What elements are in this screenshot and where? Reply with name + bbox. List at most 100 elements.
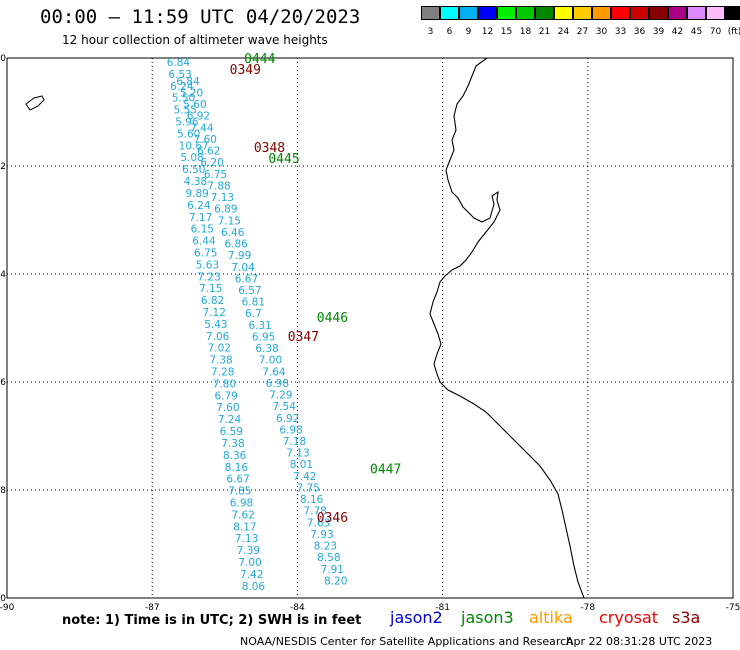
- colorbar-swatch: [421, 6, 440, 20]
- wave-height-value: 7.15: [218, 215, 241, 227]
- wave-height-value: 7.88: [207, 180, 230, 192]
- pass-time-label: 0346: [317, 511, 348, 526]
- colorbar-label: 27: [576, 27, 589, 37]
- galapagos-island: [25, 95, 45, 111]
- wave-height-value: 10.67: [179, 140, 209, 152]
- wave-height-value: 7.93: [310, 529, 333, 541]
- wave-height-value: 7.13: [286, 448, 309, 460]
- wave-height-value: 6.62: [197, 146, 220, 158]
- wave-height-value: 8.36: [223, 450, 247, 462]
- wave-height-value: 8.23: [314, 541, 337, 553]
- wave-height-value: 5.20: [180, 88, 203, 100]
- pass-time-label: 0445: [268, 152, 299, 167]
- wave-height-value: 7.23: [197, 271, 220, 283]
- x-tick-label: -81: [435, 603, 450, 610]
- wave-height-value: 6.84: [167, 57, 191, 69]
- y-tick-label: -2: [0, 162, 6, 172]
- wave-height-value: 8.58: [317, 552, 340, 564]
- wave-height-value: 7.75: [297, 482, 320, 494]
- wave-height-value: 7.06: [206, 331, 230, 343]
- wave-height-value: 7.60: [216, 402, 239, 414]
- wave-height-value: 8.16: [300, 494, 324, 506]
- wave-height-value: 5.50: [172, 93, 195, 105]
- wave-height-value: 6.89: [214, 204, 237, 216]
- wave-height-value: 6.67: [235, 273, 258, 285]
- x-tick-label: -87: [145, 603, 160, 610]
- wave-height-value: 8.06: [242, 581, 266, 593]
- wave-height-value: 8.17: [233, 521, 256, 533]
- colorbar-swatch: [706, 6, 725, 20]
- wave-height-value: 7.91: [321, 564, 344, 576]
- wave-height-value: 7.18: [283, 436, 306, 448]
- wave-height-value: 7.60: [194, 134, 217, 146]
- map-frame: [6, 57, 734, 599]
- wave-height-value: 7.13: [235, 533, 258, 545]
- colorbar-swatch: [725, 6, 740, 20]
- wave-height-value: 9.89: [185, 188, 208, 200]
- wave-height-value: 5.55: [174, 105, 197, 117]
- altimeter-tracks: 6.846.536.245.505.555.965.6010.675.086.5…: [167, 57, 348, 593]
- wave-height-value: 6.53: [168, 69, 191, 81]
- colorbar-label: 42: [671, 27, 684, 37]
- x-tick-label: -75: [726, 603, 740, 610]
- map-title: 00:00 — 11:59 UTC 04/20/2023: [40, 6, 361, 28]
- colorbar-label: 3: [427, 27, 434, 37]
- colorbar-swatch: [535, 6, 554, 20]
- map-subtitle: 12 hour collection of altimeter wave hei…: [62, 33, 328, 47]
- colorbar-label: 9: [465, 27, 472, 37]
- wave-height-value: 7.42: [240, 569, 263, 581]
- pass-time-label: 0444: [244, 52, 275, 67]
- colorbar-label: 45: [690, 27, 703, 37]
- wave-height-value: 7.78: [303, 506, 326, 518]
- wave-height-value: 6.81: [242, 297, 265, 309]
- wave-height-value: 6.44: [192, 236, 216, 248]
- wave-height-value: 7.15: [199, 283, 222, 295]
- x-tick-label: -78: [580, 603, 595, 610]
- colorbar-label: 15: [500, 27, 513, 37]
- wave-height-value: 7.99: [228, 250, 251, 262]
- colorbar-label: 30: [595, 27, 608, 37]
- colorbar-label: 24: [557, 27, 570, 37]
- wave-height-value: 6.50: [182, 164, 205, 176]
- y-tick-label: -8: [0, 486, 6, 496]
- footer-note: note: 1) Time is in UTC; 2) SWH is in fe…: [62, 613, 362, 628]
- colorbar-label: 39: [652, 27, 665, 37]
- colorbar-swatch: [440, 6, 459, 20]
- wave-height-value: 4.38: [184, 176, 207, 188]
- pass-time-label: 0349: [230, 63, 261, 78]
- colorbar-label: 21: [538, 27, 551, 37]
- map-grid: [6, 57, 734, 599]
- wave-height-value: 6.84: [176, 76, 200, 88]
- wave-height-value: 7.17: [189, 212, 212, 224]
- wave-height-value: 6.82: [201, 295, 224, 307]
- wave-height-value: 7.28: [211, 367, 234, 379]
- wave-height-value: 7.38: [221, 438, 244, 450]
- coastline: [429, 57, 585, 599]
- wave-height-value: 7.85: [228, 486, 251, 498]
- colorbar-swatch: [573, 6, 592, 20]
- credit-line: NOAA/NESDIS Center for Satellite Applica…: [240, 635, 574, 648]
- y-tick-label: -4: [0, 270, 6, 280]
- colorbar-label: 6: [446, 27, 453, 37]
- colorbar-label: 12: [481, 27, 494, 37]
- wave-height-value: 6.92: [276, 413, 299, 425]
- wave-height-value: 5.60: [183, 99, 206, 111]
- x-tick-label: -90: [0, 603, 15, 610]
- wave-height-value: 7.29: [269, 390, 292, 402]
- x-tick-label: -84: [290, 603, 305, 610]
- colorbar-swatch: [478, 6, 497, 20]
- wave-height-value: 6.75: [204, 169, 227, 181]
- wave-height-value: 7.64: [262, 366, 286, 378]
- colorbar-label: 18: [519, 27, 532, 37]
- colorbar-swatch: [687, 6, 706, 20]
- wave-height-value: 7.80: [213, 378, 236, 390]
- wave-height-value: 6.98: [266, 378, 289, 390]
- wave-height-value: 7.38: [209, 355, 232, 367]
- wave-height-value: 6.24: [187, 200, 211, 212]
- wave-height-value: 6.98: [230, 497, 253, 509]
- wave-height-value: 6.31: [248, 320, 271, 332]
- wave-height-value: 7.42: [293, 471, 316, 483]
- colorbar-swatch: [554, 6, 573, 20]
- wave-height-value: 7.44: [190, 122, 214, 134]
